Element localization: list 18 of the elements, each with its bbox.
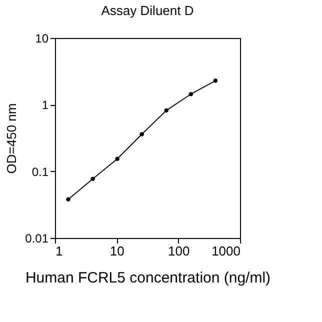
point: [90, 176, 95, 182]
point: [213, 78, 218, 83]
point: [115, 156, 120, 161]
point: [140, 132, 144, 136]
point: [66, 197, 70, 202]
y-tick-label: 1: [42, 98, 49, 112]
x-tick-label: 1000: [212, 244, 240, 258]
y-axis-title: OD=450 nm: [4, 103, 20, 174]
x-axis-title: Human FCRL5 concentration (ng/ml): [25, 270, 271, 286]
y-tick-label: 0.01: [25, 232, 49, 246]
chart-title: Assay Diluent D: [101, 3, 194, 18]
x-tick-label: 10: [110, 244, 124, 258]
y-tick-label: 10: [35, 32, 49, 46]
point: [164, 108, 168, 113]
point: [188, 92, 194, 96]
x-tick-label: 1: [56, 244, 63, 258]
x-tick-label: 100: [168, 244, 190, 258]
y-tick-label: 0.1: [32, 164, 49, 179]
